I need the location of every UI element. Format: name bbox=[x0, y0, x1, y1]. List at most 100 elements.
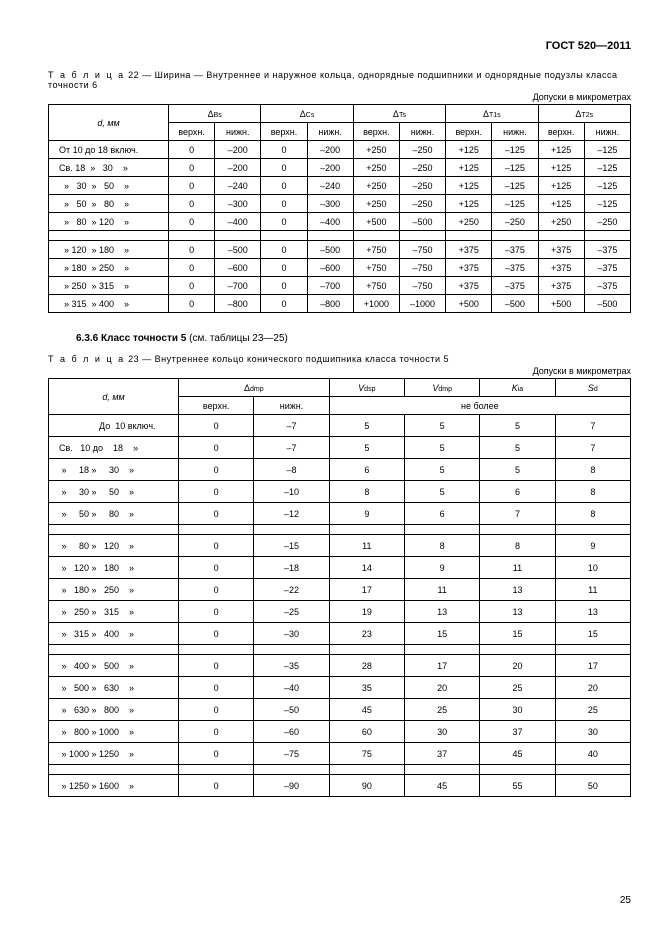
table-cell: 20 bbox=[555, 677, 630, 699]
table-cell: 0 bbox=[261, 213, 307, 231]
table-row-d: » 1250 » 1600 » bbox=[49, 775, 179, 797]
t23-h-vdmp: Vdmp bbox=[404, 379, 479, 397]
table-cell: 45 bbox=[480, 743, 555, 765]
table-cell: 9 bbox=[329, 503, 404, 525]
table-cell: 13 bbox=[404, 601, 479, 623]
table-cell: 0 bbox=[169, 259, 215, 277]
table-cell: 5 bbox=[329, 437, 404, 459]
heading-rest: (см. таблицы 23—25) bbox=[186, 333, 288, 344]
table-cell: –700 bbox=[215, 277, 261, 295]
table-cell: +250 bbox=[353, 177, 399, 195]
page-number: 25 bbox=[620, 895, 631, 906]
table-cell: –300 bbox=[215, 195, 261, 213]
table-cell: +375 bbox=[538, 259, 584, 277]
table-row-d: » 180 » 250 » bbox=[49, 259, 169, 277]
table-cell: –600 bbox=[307, 259, 353, 277]
table-cell: 5 bbox=[329, 415, 404, 437]
table-cell: +1000 bbox=[353, 295, 399, 313]
table-cell: +250 bbox=[538, 213, 584, 231]
table-cell: 6 bbox=[404, 503, 479, 525]
table-cell: 0 bbox=[179, 699, 254, 721]
table-row-d: До 10 включ. bbox=[49, 415, 179, 437]
table-row-d: От 10 до 18 включ. bbox=[49, 141, 169, 159]
t23-d-head: d, мм bbox=[49, 379, 179, 415]
t22-sub-bot: нижн. bbox=[584, 123, 630, 141]
table-cell: 0 bbox=[169, 241, 215, 259]
table-cell: 11 bbox=[480, 557, 555, 579]
t22-d-head: d, мм bbox=[49, 105, 169, 141]
table-cell: –250 bbox=[584, 213, 630, 231]
table-cell: –200 bbox=[307, 141, 353, 159]
table-cell: 7 bbox=[555, 415, 630, 437]
table-cell: 45 bbox=[404, 775, 479, 797]
table-cell: 0 bbox=[179, 655, 254, 677]
table-cell: 6 bbox=[329, 459, 404, 481]
table-cell: –800 bbox=[307, 295, 353, 313]
table-cell: –375 bbox=[584, 241, 630, 259]
table-row-d: » 180 » 250 » bbox=[49, 579, 179, 601]
t23-sub-top: верхн. bbox=[179, 397, 254, 415]
table-cell: –400 bbox=[215, 213, 261, 231]
table-cell: 0 bbox=[169, 195, 215, 213]
table22: d, мм ΔBs ΔCs ΔTs ΔT1s ΔT2s верхн.нижн.в… bbox=[48, 104, 631, 313]
table-cell: –125 bbox=[492, 177, 538, 195]
table-cell: –375 bbox=[584, 259, 630, 277]
table-cell: +375 bbox=[538, 241, 584, 259]
table-cell: 11 bbox=[555, 579, 630, 601]
table-cell: 8 bbox=[480, 535, 555, 557]
table-cell: 25 bbox=[480, 677, 555, 699]
table-cell: –250 bbox=[399, 159, 445, 177]
table-cell: –500 bbox=[399, 213, 445, 231]
t22-h-ts: ΔTs bbox=[353, 105, 445, 123]
t22-sub-bot: нижн. bbox=[215, 123, 261, 141]
t22-h-bs: ΔBs bbox=[169, 105, 261, 123]
t22-sub-top: верхн. bbox=[261, 123, 307, 141]
table-row-d: Св. 10 до 18 » bbox=[49, 437, 179, 459]
table-cell: 0 bbox=[261, 195, 307, 213]
table-row-d: » 80 » 120 » bbox=[49, 535, 179, 557]
table-cell: 25 bbox=[555, 699, 630, 721]
table-cell: –15 bbox=[254, 535, 329, 557]
table-cell: 25 bbox=[404, 699, 479, 721]
table-cell: 0 bbox=[169, 177, 215, 195]
table-cell: 7 bbox=[480, 503, 555, 525]
caption-text-23: 23 — Внутреннее кольцо конического подши… bbox=[128, 354, 449, 364]
table-cell: 90 bbox=[329, 775, 404, 797]
table-cell: +750 bbox=[353, 259, 399, 277]
table-cell: 0 bbox=[169, 141, 215, 159]
table-cell: 8 bbox=[404, 535, 479, 557]
table-cell: +125 bbox=[538, 141, 584, 159]
table-cell: 35 bbox=[329, 677, 404, 699]
table-cell: +125 bbox=[538, 177, 584, 195]
table-cell: 0 bbox=[169, 277, 215, 295]
table-cell: –50 bbox=[254, 699, 329, 721]
section-heading: 6.3.6 Класс точности 5 (см. таблицы 23—2… bbox=[76, 333, 631, 344]
t22-h-t2s: ΔT2s bbox=[538, 105, 631, 123]
table-cell: 50 bbox=[555, 775, 630, 797]
table-cell: –200 bbox=[215, 141, 261, 159]
table-cell: 0 bbox=[169, 213, 215, 231]
t23-h-sd: Sd bbox=[555, 379, 630, 397]
t22-sub-bot: нижн. bbox=[492, 123, 538, 141]
table-cell: –8 bbox=[254, 459, 329, 481]
t22-sub-bot: нижн. bbox=[399, 123, 445, 141]
table-cell: –500 bbox=[492, 295, 538, 313]
table-cell: 11 bbox=[404, 579, 479, 601]
table-cell: –75 bbox=[254, 743, 329, 765]
table-cell: –375 bbox=[492, 277, 538, 295]
table-cell: 5 bbox=[480, 437, 555, 459]
table-cell: –125 bbox=[492, 195, 538, 213]
table-cell: +500 bbox=[538, 295, 584, 313]
table-cell: 5 bbox=[404, 459, 479, 481]
t23-h-dmp: Δdmp bbox=[179, 379, 330, 397]
table-cell: 30 bbox=[555, 721, 630, 743]
table23: d, мм Δdmp Vdsp Vdmp Kia Sd верхн. нижн.… bbox=[48, 378, 631, 797]
table-cell: +125 bbox=[446, 141, 492, 159]
table-row-d: » 120 » 180 » bbox=[49, 557, 179, 579]
t23-merge: не более bbox=[329, 397, 630, 415]
table-cell: 5 bbox=[404, 481, 479, 503]
table-cell: 8 bbox=[555, 481, 630, 503]
table-cell: 5 bbox=[404, 415, 479, 437]
table-cell: –375 bbox=[492, 241, 538, 259]
table-cell: 13 bbox=[480, 601, 555, 623]
